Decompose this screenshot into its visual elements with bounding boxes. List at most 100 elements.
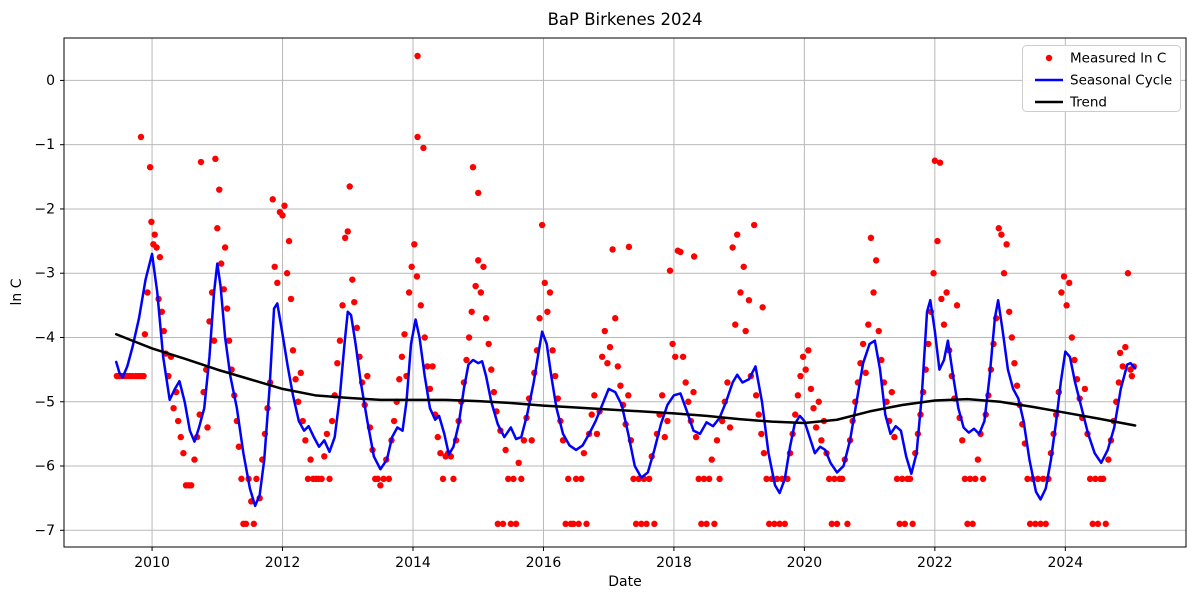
scatter-point <box>781 520 789 528</box>
scatter-point <box>1032 520 1039 528</box>
scatter-point <box>752 392 760 399</box>
scatter-point <box>287 295 295 303</box>
legend-item-trend: Trend <box>1035 95 1107 111</box>
scatter-point <box>609 246 616 253</box>
scatter-point <box>546 289 554 296</box>
line-series-seasonal-cycle <box>114 252 1137 508</box>
scatter-point <box>242 520 250 528</box>
scatter-point <box>572 475 580 483</box>
scatter-point <box>936 159 944 166</box>
scatter-point <box>396 376 403 383</box>
scatter-point <box>708 456 715 463</box>
scatter-point <box>321 453 328 460</box>
scatter-point <box>1039 475 1047 483</box>
plot-frame <box>63 37 1187 548</box>
scatter-point <box>417 302 425 309</box>
scatter-point <box>1102 520 1109 528</box>
scatter-point <box>405 289 413 296</box>
scatter-point <box>598 353 606 360</box>
scatter-point <box>964 520 971 528</box>
scatter-point <box>716 475 723 483</box>
scatter-point <box>1124 270 1132 277</box>
scatter-point <box>1013 382 1021 389</box>
scatter-point <box>690 388 697 396</box>
scatter-point <box>156 253 164 261</box>
scatter-point <box>323 430 331 438</box>
scatter-point <box>180 449 187 457</box>
scatter-point <box>812 424 820 431</box>
scatter-point <box>339 302 346 309</box>
scatter-point <box>374 475 381 483</box>
line-series-trend <box>114 333 1137 427</box>
scatter-point <box>797 372 804 380</box>
scatter-point <box>760 449 768 457</box>
scatter-point <box>872 257 880 264</box>
scatter-point <box>891 433 898 441</box>
x-tick-label: 2012 <box>265 555 301 571</box>
axis-ticks <box>60 79 1066 551</box>
scatter-point <box>216 186 223 193</box>
scatter-point <box>426 385 434 393</box>
scatter-point <box>477 289 485 296</box>
scatter-point <box>281 202 288 209</box>
scatter-point <box>151 231 158 238</box>
scatter-point <box>177 433 184 441</box>
legend-label-seasonal: Seasonal Cycle <box>1070 73 1172 89</box>
scatter-point <box>664 417 671 425</box>
scatter-point <box>1068 334 1076 341</box>
scatter-point <box>351 298 358 306</box>
scatter-point <box>896 520 903 528</box>
scatter-point <box>734 231 741 238</box>
x-tick-label: 2024 <box>1047 555 1083 571</box>
x-tick-label: 2016 <box>526 555 562 571</box>
scatter-point <box>771 520 778 528</box>
scatter-point <box>593 430 601 438</box>
scatter-point <box>1081 385 1089 393</box>
scatter-point <box>283 270 291 277</box>
scatter-point <box>750 221 758 229</box>
scatter-point <box>1060 273 1068 280</box>
scatter-point <box>401 331 408 338</box>
scatter-point <box>334 359 341 367</box>
scatter-point <box>1092 475 1099 483</box>
scatter-point <box>583 520 590 528</box>
scatter-point <box>429 363 436 370</box>
scatter-point <box>549 347 556 354</box>
scatter-point <box>494 520 501 528</box>
scatter-point <box>146 163 154 171</box>
scatter-point <box>825 475 833 483</box>
scatter-point <box>959 437 966 444</box>
scatter-point <box>1119 363 1126 370</box>
scatter-point <box>235 443 243 450</box>
scatter-point <box>1058 289 1065 296</box>
scatter-point <box>669 340 676 348</box>
scatter-point <box>552 372 559 380</box>
scatter-point <box>580 449 588 457</box>
scatter-point <box>469 163 477 171</box>
scatter-point <box>828 520 835 528</box>
y-tick-label: −2 <box>34 201 55 217</box>
scatter-point <box>269 196 276 203</box>
scatter-point <box>223 305 231 312</box>
scatter-point <box>972 475 979 483</box>
scatter-point <box>799 353 807 360</box>
scatter-point <box>953 302 961 309</box>
scatter-point <box>692 433 700 441</box>
scatter-point <box>617 382 624 389</box>
scatter-point <box>1122 343 1129 351</box>
scatter-point <box>160 327 168 335</box>
scatter-point <box>411 241 418 248</box>
scatter-point <box>225 337 233 344</box>
scatter-point <box>140 372 147 380</box>
scatter-point <box>765 520 773 528</box>
scatter-point <box>943 289 950 296</box>
scatter-point <box>346 183 353 190</box>
scatter-point <box>463 356 470 364</box>
chart-title: BaP Birkenes 2024 <box>548 10 703 29</box>
scatter-point <box>763 475 770 483</box>
scatter-point <box>979 475 987 483</box>
scatter-point <box>705 475 713 483</box>
scatter-point <box>364 372 371 380</box>
scatter-point <box>385 475 393 483</box>
scatter-point <box>802 366 809 373</box>
